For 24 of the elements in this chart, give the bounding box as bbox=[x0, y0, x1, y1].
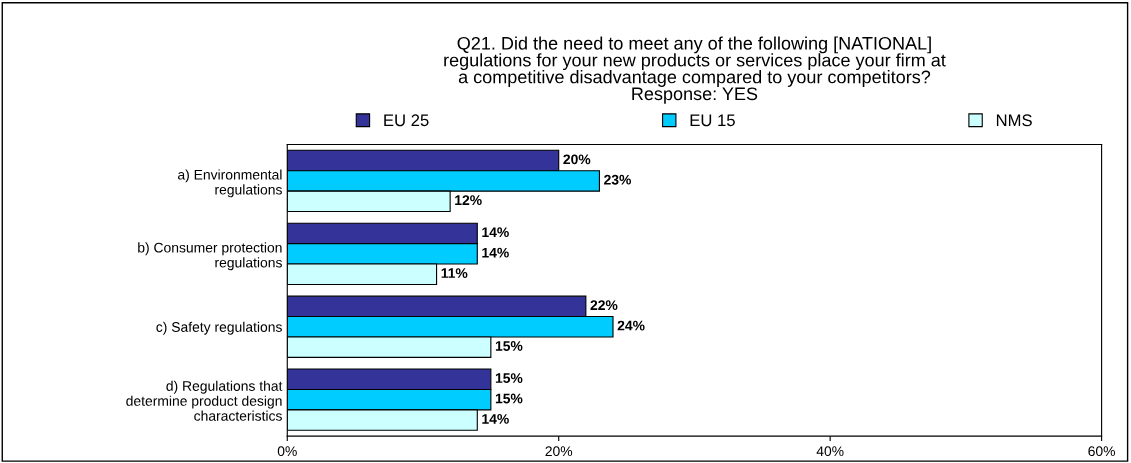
x-tick-label: 60% bbox=[1088, 446, 1115, 457]
y-tick-label: a) Environmental regulations bbox=[178, 169, 282, 198]
data-label: 14% bbox=[482, 227, 509, 238]
data-label: 15% bbox=[495, 393, 523, 404]
x-tick-label: 0% bbox=[277, 446, 297, 457]
data-label: 20% bbox=[563, 154, 591, 165]
data-label: 15% bbox=[495, 341, 523, 351]
legend-label: NMS bbox=[996, 114, 1032, 127]
legend-label: EU 15 bbox=[690, 114, 735, 127]
data-label: 22% bbox=[590, 300, 618, 311]
legend-label: EU 25 bbox=[384, 114, 429, 127]
data-label: 24% bbox=[617, 320, 645, 331]
y-tick-label: c) Safety regulations bbox=[156, 321, 282, 335]
x-tick-label: 40% bbox=[816, 446, 844, 457]
data-label: 11% bbox=[441, 268, 468, 278]
data-label: 15% bbox=[495, 373, 523, 383]
data-label: 14% bbox=[482, 247, 509, 258]
data-label: 23% bbox=[604, 174, 632, 185]
data-label: 14% bbox=[482, 414, 509, 424]
data-label: 12% bbox=[455, 195, 482, 206]
y-tick-label: d) Regulations that determine product design characteristics bbox=[126, 380, 283, 421]
chart-title: Q21. Did the need to meet any of the following [NATIONAL] regulations for your new products or services place your firm at a competitive disadvantage compared to your competitors? Response: YES bbox=[444, 36, 946, 104]
y-tick-label: b) Consumer protection regulations bbox=[138, 242, 282, 271]
x-tick-label: 20% bbox=[545, 446, 573, 457]
